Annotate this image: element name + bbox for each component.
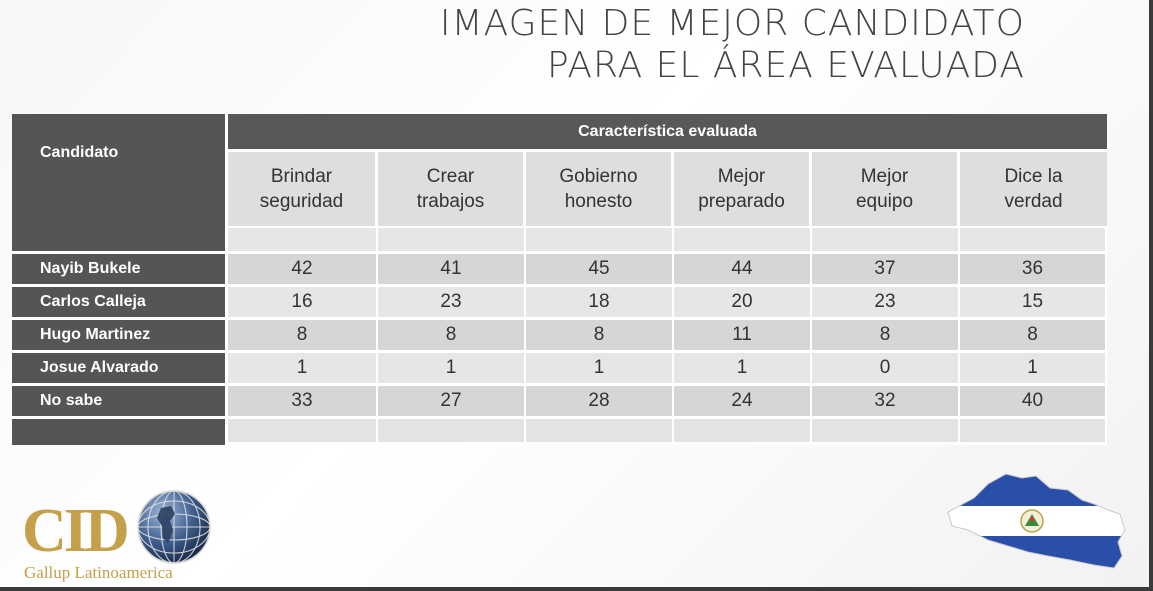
cell-value: 8 [228,320,378,353]
cell-value: 41 [378,254,526,287]
cell-value: 44 [674,254,812,287]
cell-value: 33 [228,386,378,419]
slide-title-line-1: IMAGEN DE MEJOR CANDIDATO [439,3,1025,44]
cell-value: 18 [526,287,674,320]
cell-value: 8 [960,320,1107,353]
results-table: Candidato Característica evaluada Brinda… [12,114,1107,445]
cell-value: 37 [812,254,960,287]
cell-value: 23 [378,287,526,320]
cell-value: 8 [378,320,526,353]
candidate-name: Nayib Bukele [12,254,228,287]
globe-icon [137,490,211,564]
cid-gallup-logo: CID Gallup Latinoamerica [22,486,212,586]
cell-value: 15 [960,287,1107,320]
cell-value: 1 [228,353,378,386]
column-header: Brindar seguridad [228,152,378,228]
cell-value: 45 [526,254,674,287]
table-row: Hugo Martinez 8 8 8 11 8 8 [12,320,1107,353]
cell-value: 32 [812,386,960,419]
el-salvador-flag-map-icon [947,473,1126,569]
cell-value: 8 [812,320,960,353]
table-row: Nayib Bukele 42 41 45 44 37 36 [12,254,1107,287]
table-spacer-row [12,419,1107,445]
cell-value: 0 [812,353,960,386]
cell-value: 1 [526,353,674,386]
column-header: Mejor equipo [812,152,960,228]
cell-value: 11 [674,320,812,353]
candidate-name: No sabe [12,386,228,419]
candidate-name: Josue Alvarado [12,353,228,386]
cell-value: 42 [228,254,378,287]
slide-title-line-2: PARA EL ÁREA EVALUADA [546,45,1025,86]
cell-value: 8 [526,320,674,353]
column-header: Dice la verdad [960,152,1107,228]
cell-value: 20 [674,287,812,320]
cell-value: 1 [960,353,1107,386]
candidate-name: Carlos Calleja [12,287,228,320]
cell-value: 1 [378,353,526,386]
table-spacer-row [12,228,1107,254]
cell-value: 1 [674,353,812,386]
cell-value: 40 [960,386,1107,419]
cell-value: 36 [960,254,1107,287]
logo-subtext: Gallup Latinoamerica [24,563,173,582]
column-header: Gobierno honesto [526,152,674,228]
cell-value: 27 [378,386,526,419]
cell-value: 23 [812,287,960,320]
table-row: No sabe 33 27 28 24 32 40 [12,386,1107,419]
cell-value: 24 [674,386,812,419]
table-row: Josue Alvarado 1 1 1 1 0 1 [12,353,1107,386]
group-header: Característica evaluada [228,114,1107,152]
candidate-name: Hugo Martinez [12,320,228,353]
cell-value: 28 [526,386,674,419]
candidate-column-header: Candidato [12,114,228,228]
table-row: Carlos Calleja 16 23 18 20 23 15 [12,287,1107,320]
cell-value: 16 [228,287,378,320]
logo-text: CID [22,497,130,565]
column-header: Crear trabajos [378,152,526,228]
column-header: Mejor preparado [674,152,812,228]
